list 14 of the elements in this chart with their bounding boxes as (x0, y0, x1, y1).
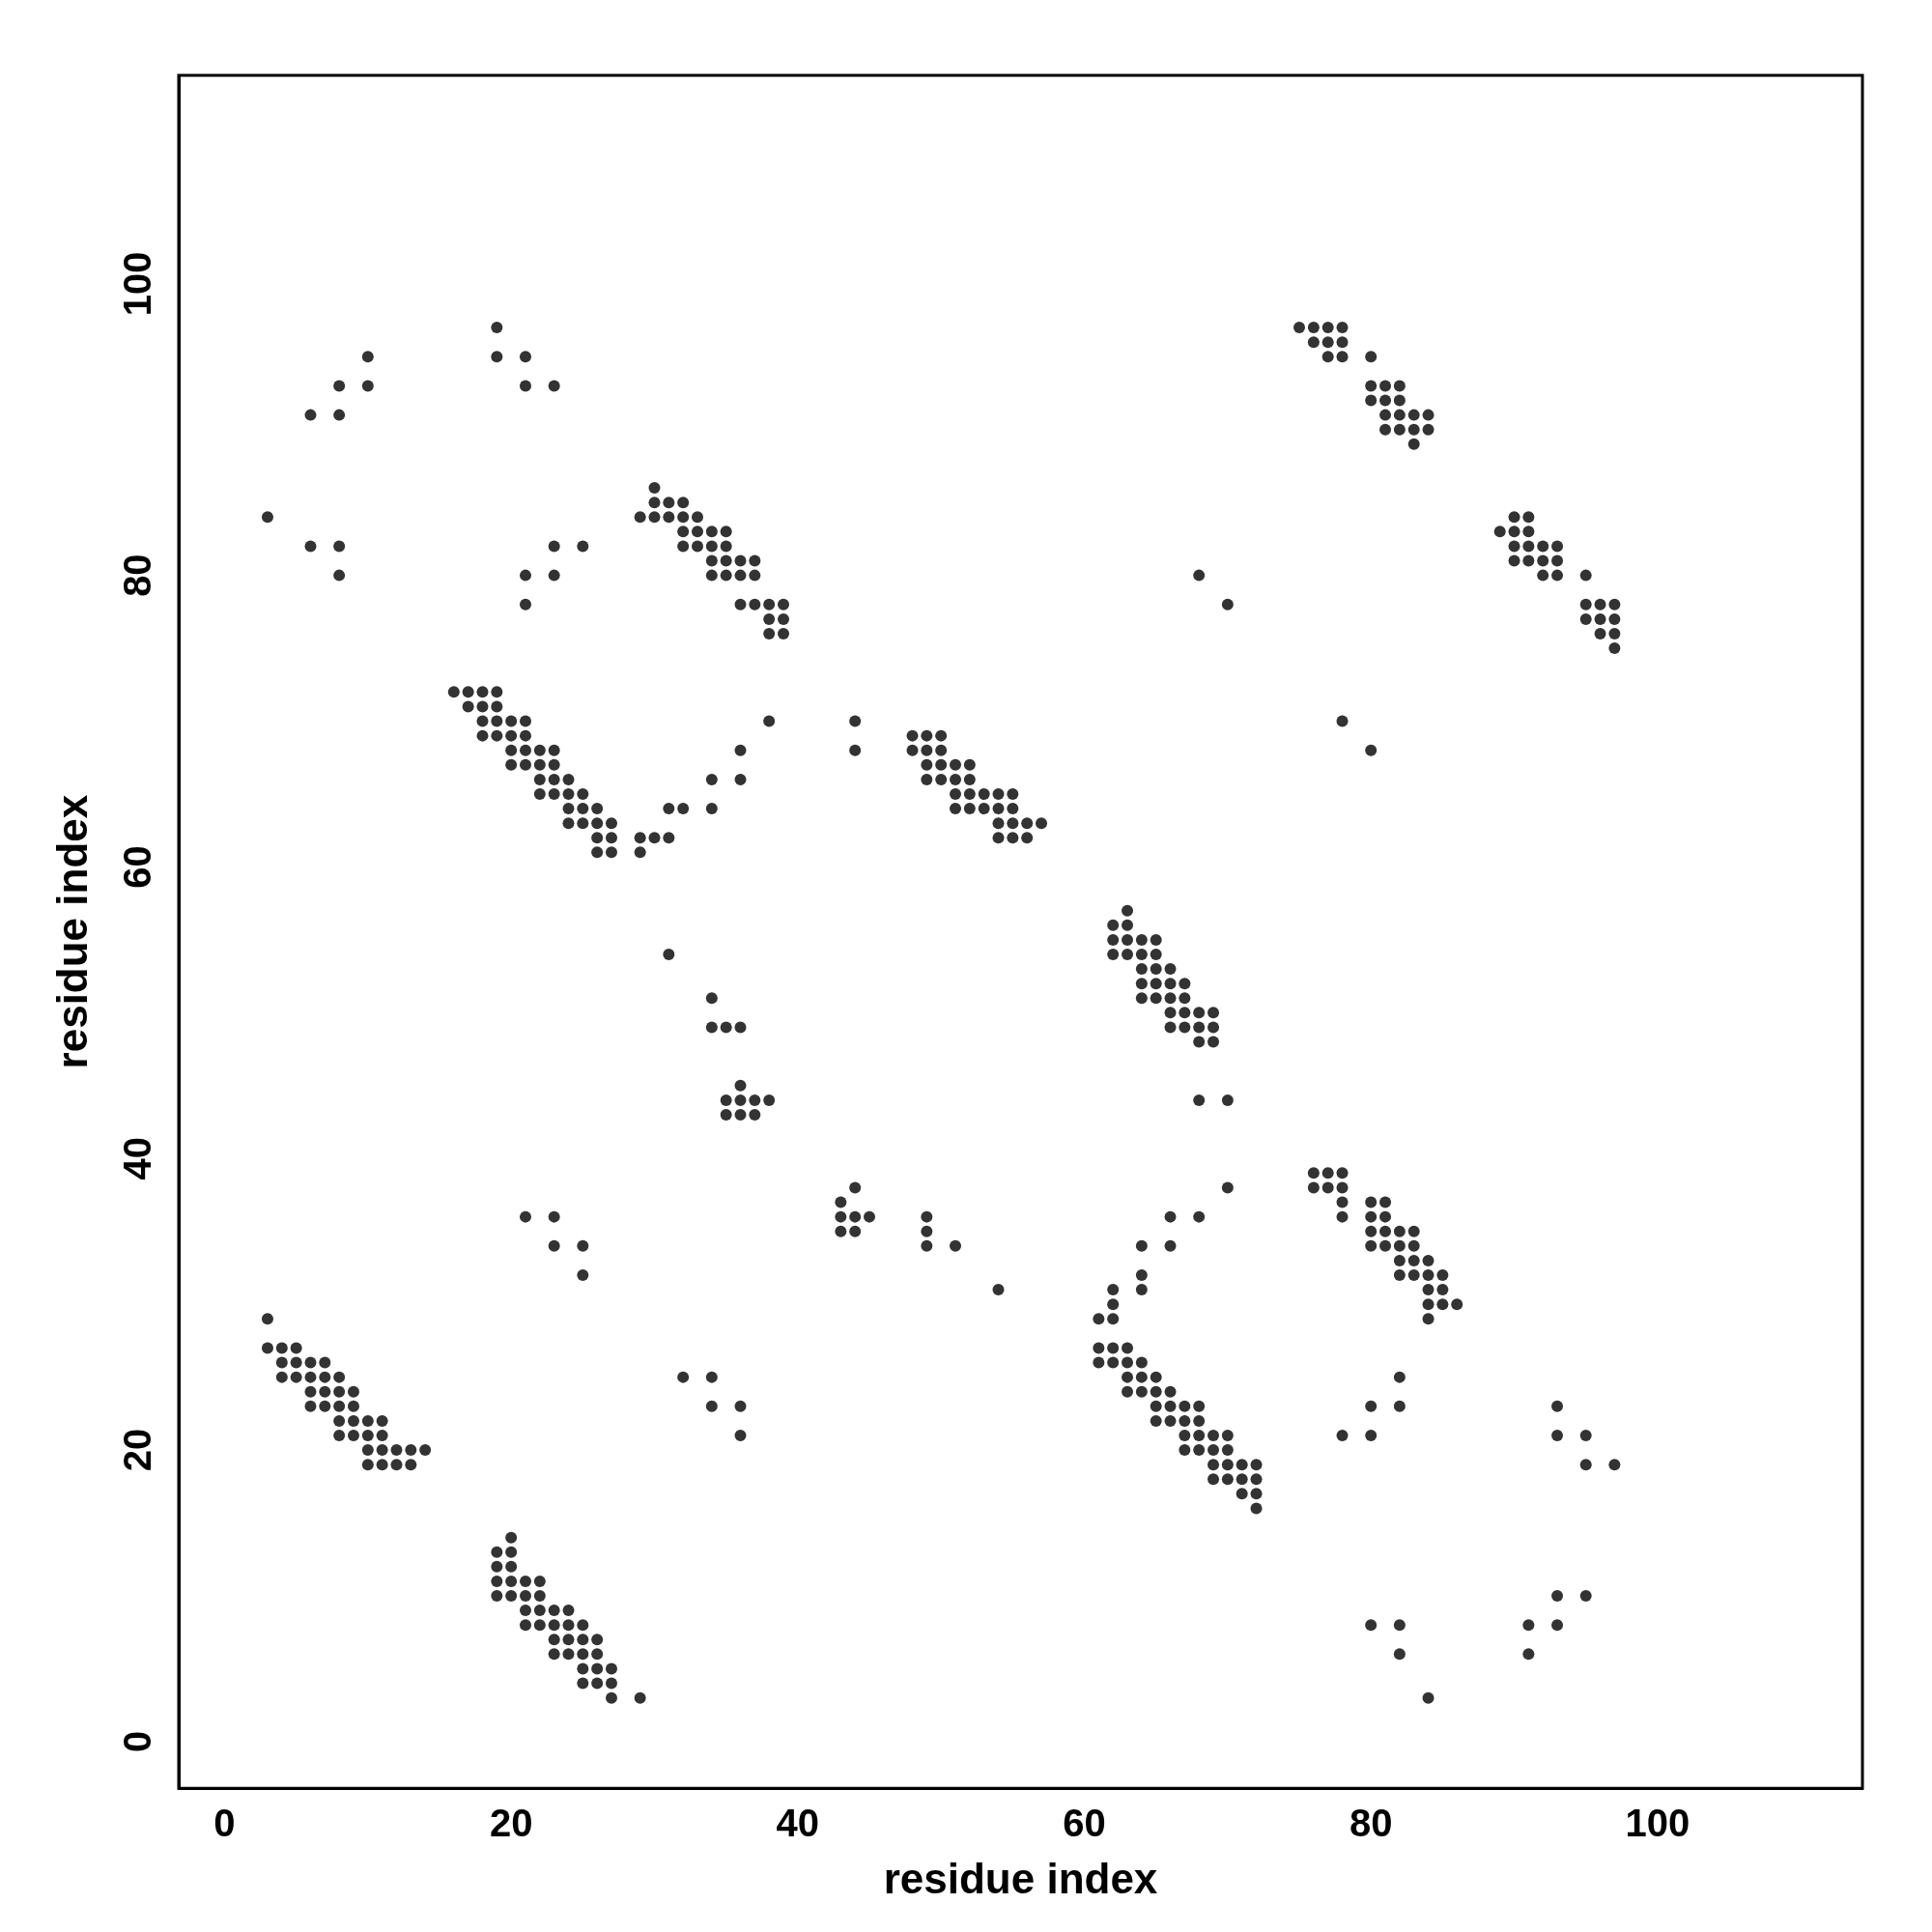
x-tick-label: 20 (489, 1802, 533, 1845)
y-tick-label: 20 (116, 1428, 159, 1472)
y-tick-label: 80 (116, 554, 159, 597)
x-tick-label: 100 (1625, 1802, 1690, 1845)
x-tick-label: 40 (776, 1802, 820, 1845)
x-axis-title: residue index (883, 1854, 1158, 1902)
y-tick-label: 100 (116, 251, 159, 317)
y-tick-label: 0 (116, 1730, 159, 1753)
y-axis-title: residue index (48, 794, 97, 1069)
x-tick-label: 60 (1063, 1802, 1106, 1845)
y-tick-label: 60 (116, 845, 159, 889)
x-tick-label: 0 (213, 1802, 236, 1845)
x-tick-label: 80 (1349, 1802, 1393, 1845)
y-tick-label: 40 (116, 1137, 159, 1180)
